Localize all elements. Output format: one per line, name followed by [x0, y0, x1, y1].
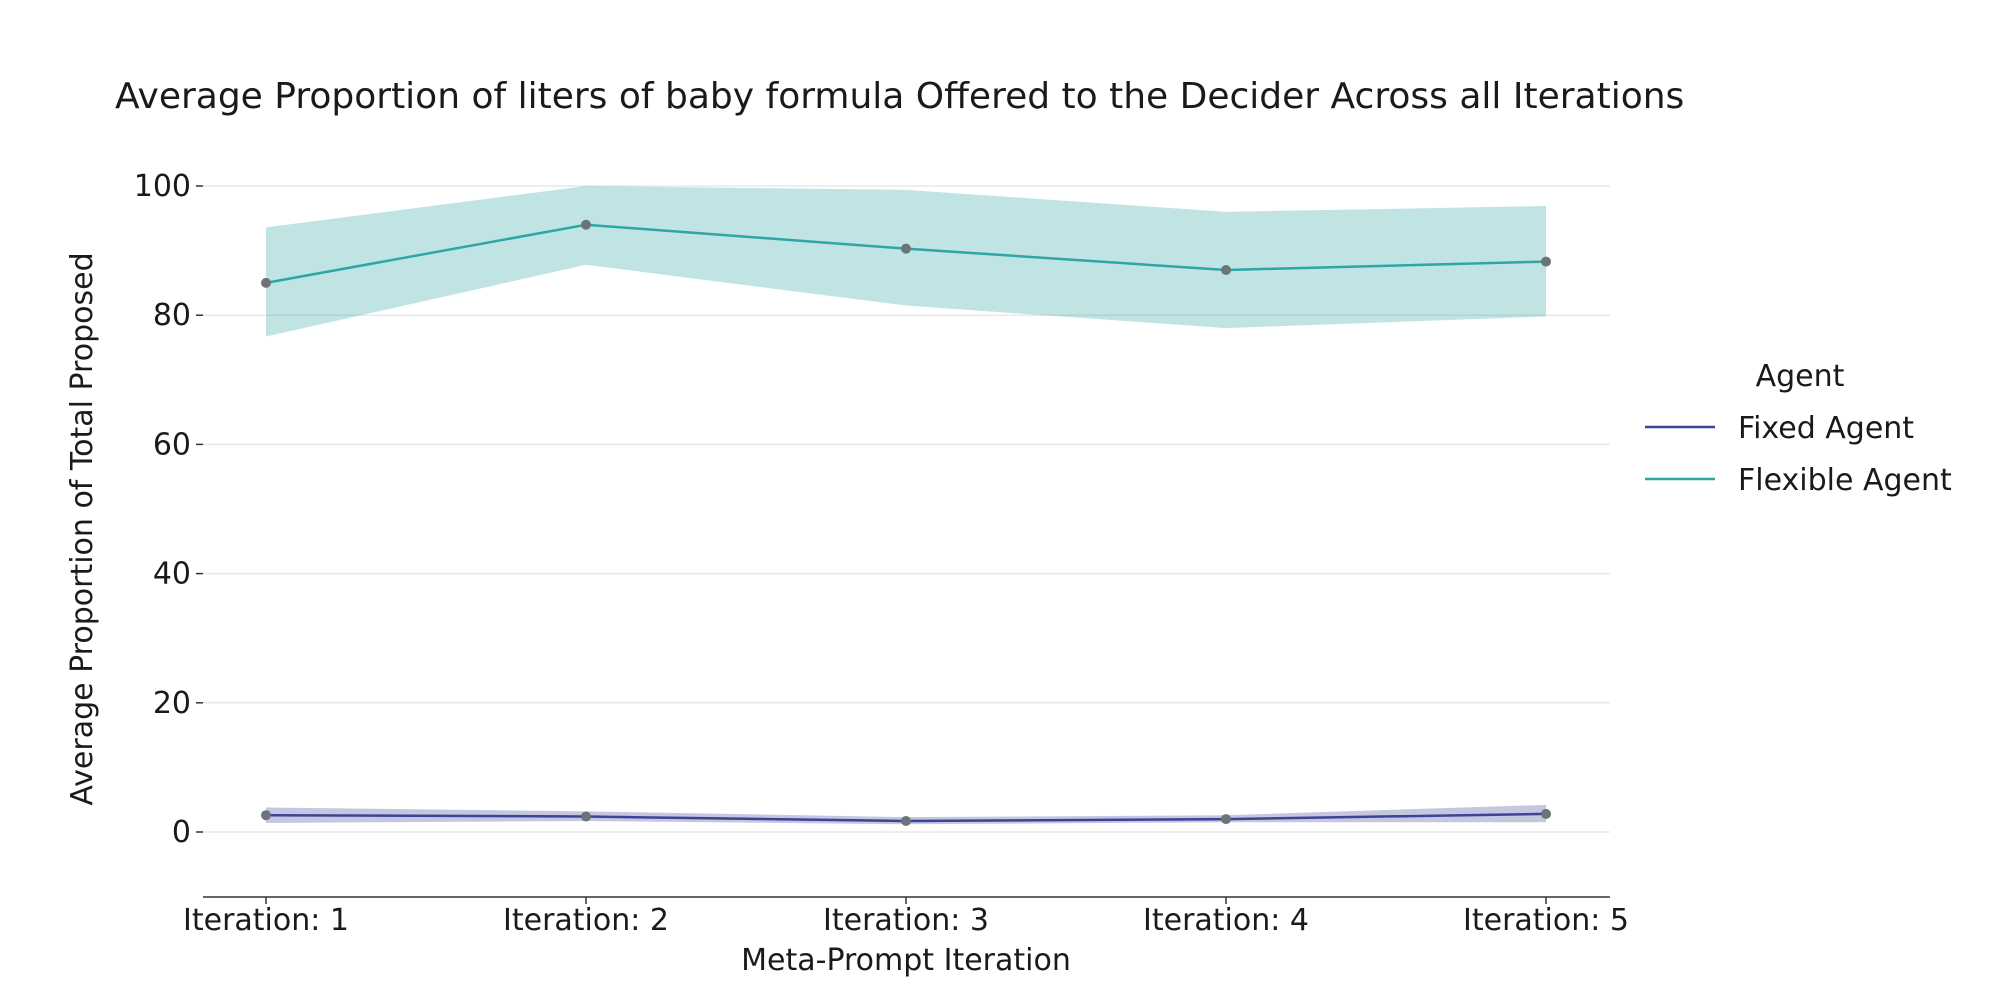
series-points	[261, 219, 1551, 827]
x-axis: Iteration: 1 Iteration: 2 Iteration: 3 Iter…	[183, 896, 1629, 938]
flexible-agent-point	[1221, 264, 1231, 275]
fixed-agent-point	[1221, 814, 1231, 825]
y-tick-label: 100	[134, 169, 191, 204]
y-tick-label: 60	[153, 427, 191, 462]
flexible-agent-point	[261, 277, 271, 288]
flexible-agent-point	[1541, 256, 1551, 267]
y-tick-label: 20	[153, 686, 191, 721]
x-tick-label: Iteration: 4	[1143, 903, 1309, 938]
flexible-agent-point	[581, 219, 591, 230]
y-axis: 0 20 40 60 80 100	[134, 169, 203, 850]
legend-label-flexible-agent: Flexible Agent	[1738, 463, 1952, 498]
flexible-agent-confidence-band	[266, 186, 1546, 337]
fixed-agent-point	[581, 811, 591, 822]
grid	[203, 185, 1610, 833]
y-tick-label: 80	[153, 298, 191, 333]
fixed-agent-point	[1541, 808, 1551, 819]
confidence-bands	[266, 186, 1546, 825]
legend-title: Agent	[1756, 359, 1845, 394]
x-axis-label: Meta-Prompt Iteration	[741, 943, 1071, 978]
y-tick-label: 40	[153, 557, 191, 592]
legend-label-fixed-agent: Fixed Agent	[1738, 411, 1914, 446]
y-axis-label: Average Proportion of Total Proposed	[65, 252, 100, 805]
chart-title: Average Proportion of liters of baby for…	[115, 76, 1684, 117]
x-tick-label: Iteration: 2	[503, 903, 669, 938]
x-tick-label: Iteration: 1	[183, 903, 349, 938]
fixed-agent-point	[901, 816, 911, 827]
y-tick-label: 0	[172, 815, 191, 850]
fixed-agent-point	[261, 810, 271, 821]
x-tick-label: Iteration: 5	[1463, 903, 1629, 938]
flexible-agent-point	[901, 243, 911, 254]
legend: Agent Fixed Agent Flexible Agent	[1645, 359, 1952, 498]
x-tick-label: Iteration: 3	[823, 903, 989, 938]
